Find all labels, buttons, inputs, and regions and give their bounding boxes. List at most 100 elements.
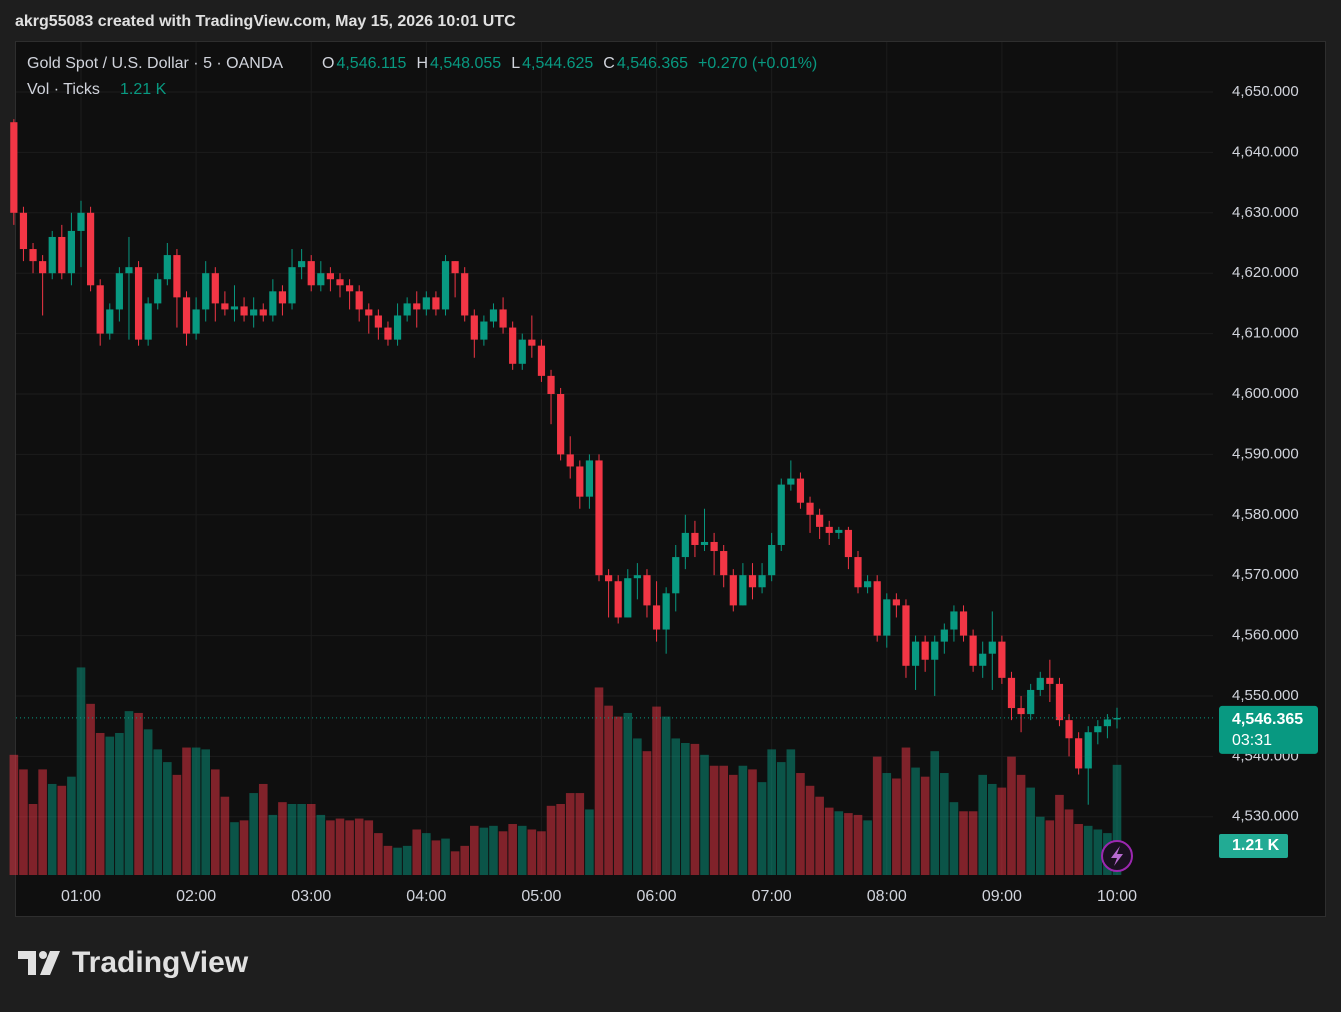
candle-body [451,261,459,274]
y-tick-label: 4,600.000 [1232,385,1299,402]
ohlc-value: 4,544.625 [522,55,593,72]
candle-body [787,478,795,485]
candle-body [48,236,56,274]
ohlc-legend: O 4,546.115 H 4,548.055 L 4,544.625 C 4,546.365… [322,55,817,72]
volume-legend-name: Vol · Ticks [27,81,100,98]
candle-body [1055,683,1064,721]
candle-body [125,267,133,274]
volume-bar [450,851,460,875]
ohlc-key: L [511,55,520,72]
volume-bar [844,813,853,875]
volume-bar [393,847,402,875]
volume-bar [47,783,57,875]
y-tick-label: 4,640.000 [1232,143,1299,160]
volume-bar [911,767,920,875]
candle-body [566,454,574,467]
candle-body [652,605,661,630]
candle-body [806,502,814,515]
volume-bar [191,747,201,875]
candle-body [230,306,239,310]
candle-body [19,212,28,250]
volume-bar [767,749,776,875]
candle-body [643,575,651,606]
volume-bar [585,809,594,875]
volume-bar [594,687,604,875]
candle-body [681,532,689,558]
volume-bar [278,802,287,875]
volume-bar [469,825,479,875]
candle-body [317,273,325,286]
candle-body [614,581,622,618]
candle-body [298,261,306,268]
candle-body [854,557,862,588]
volume-bar [441,838,450,875]
volume-bar [431,840,441,875]
volume-bar [153,749,163,875]
volume-bar [824,807,834,875]
candle-body [758,575,766,588]
volume-bar [604,705,613,875]
candle-body [374,315,382,328]
candle-body [921,641,929,660]
x-tick-label: 03:00 [291,888,331,905]
candle-body [547,375,555,394]
candle-body [720,551,728,576]
candle-body [863,581,872,588]
volume-bar [1083,825,1093,875]
volume-bar [201,749,211,875]
candle-body [288,267,296,304]
candle-body [998,641,1006,678]
volume-bar [1026,787,1035,875]
y-tick-label: 4,620.000 [1232,264,1299,281]
volume-bar [345,820,354,875]
volume-bar [412,829,422,875]
x-tick-label: 09:00 [982,888,1022,905]
volume-bar [805,785,815,875]
volume-bar [901,747,911,875]
ohlc-key: C [603,55,615,72]
candle-body [1036,677,1044,690]
volume-bar [335,818,345,875]
volume-bar [920,776,930,875]
candle-body [403,303,411,316]
volume-bar [978,774,988,875]
candle-body [307,261,315,286]
logo-slash [40,951,60,975]
x-tick-label: 04:00 [406,888,446,905]
volume-bar [968,811,978,875]
candle-body [345,285,354,292]
volume-bar [537,831,546,875]
candle-body [29,249,37,262]
volume-bar [815,796,824,875]
candle-body [1113,717,1121,720]
volume-bar [134,712,143,875]
brand-name: TradingView [72,946,249,979]
volume-bar [422,833,431,875]
candle-body [959,611,968,636]
candle-body [432,297,440,310]
volume-bar [661,716,671,875]
candle-body [576,466,584,497]
volume-bar [86,703,95,875]
y-tick-label: 4,530.000 [1232,808,1299,825]
candle-body [825,526,833,533]
volume-bar [498,831,508,875]
candle-body [940,629,948,642]
volume-bar [997,787,1007,875]
volume-bar [652,706,661,875]
candle-body [1094,726,1102,733]
brand-logo: TradingView [18,946,249,979]
volume-bar [297,803,306,875]
volume-bar [316,814,326,875]
candle-body [489,309,498,322]
candle-body [700,541,709,545]
caption: akrg55083 created with TradingView.com, … [15,13,516,30]
volume-bar [1093,829,1103,875]
candle-body [969,635,977,666]
candle-body [413,303,421,310]
x-tick-label: 05:00 [521,888,561,905]
volume-bar [709,765,719,875]
chart-title: Gold Spot / U.S. Dollar · 5 · OANDA [27,55,283,72]
volume-bar [786,749,796,875]
volume-bar [1074,824,1083,875]
